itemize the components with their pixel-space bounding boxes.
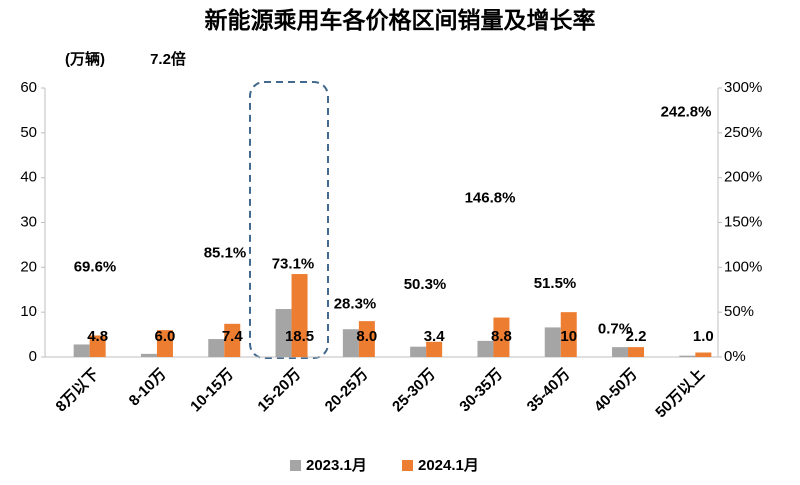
- bar: [544, 327, 561, 357]
- growth-label: 28.3%: [334, 296, 377, 313]
- x-tick-label: 30-35万: [456, 366, 506, 416]
- growth-label: 7.2倍: [150, 50, 186, 68]
- bar: [410, 346, 427, 357]
- x-tick-label: 8-10万: [126, 366, 170, 410]
- growth-label: 69.6%: [74, 259, 117, 276]
- value-label: 10: [560, 328, 577, 345]
- growth-label: 242.8%: [661, 103, 712, 120]
- x-tick-label: 10-15万: [187, 366, 237, 416]
- bar: [291, 274, 308, 357]
- x-tick-label: 20-25万: [322, 366, 372, 416]
- value-label: 2.2: [626, 328, 647, 345]
- x-tick-label: 40-50万: [591, 366, 641, 416]
- y-tick-label: 20: [20, 258, 37, 275]
- legend-label: 2024.1月: [418, 457, 479, 474]
- value-label: 18.5: [285, 328, 314, 345]
- y-tick-label: 40: [20, 169, 37, 186]
- bar: [612, 347, 629, 357]
- bar: [224, 323, 241, 357]
- x-tick-label: 25-30万: [389, 366, 439, 416]
- legend-swatch: [402, 460, 413, 471]
- value-label: 4.8: [87, 328, 108, 345]
- y-axis-label: (万辆): [65, 50, 105, 68]
- bar: [679, 355, 696, 357]
- value-label: 3.4: [424, 328, 446, 345]
- y-tick-label: 10: [20, 303, 37, 320]
- growth-label: 51.5%: [534, 275, 577, 292]
- legend-label: 2023.1月: [306, 457, 367, 474]
- bar: [89, 335, 106, 357]
- legend-swatch: [290, 460, 301, 471]
- y-tick-label: 0: [29, 348, 37, 365]
- y2-tick-label: 0%: [724, 348, 746, 365]
- growth-label: 73.1%: [272, 255, 315, 272]
- bar: [140, 353, 157, 357]
- chart-title: 新能源乘用车各价格区间销量及增长率: [205, 7, 596, 33]
- x-tick-label: 35-40万: [524, 366, 574, 416]
- y-tick-label: 50: [20, 124, 37, 141]
- value-label: 1.0: [693, 328, 714, 345]
- x-tick-label: 8万以下: [53, 366, 103, 416]
- value-label: 6.0: [155, 328, 176, 345]
- bar: [156, 330, 173, 357]
- highlight-box: [249, 81, 329, 359]
- y2-tick-label: 200%: [724, 169, 762, 186]
- bar: [358, 321, 375, 357]
- growth-label: 85.1%: [204, 245, 247, 262]
- growth-label: 146.8%: [465, 189, 516, 206]
- bar: [275, 309, 292, 357]
- y2-tick-label: 250%: [724, 124, 762, 141]
- bar: [477, 340, 494, 357]
- bar: [208, 339, 225, 357]
- y2-tick-label: 100%: [724, 258, 762, 275]
- bar: [695, 352, 712, 357]
- y2-tick-label: 150%: [724, 213, 762, 230]
- y2-tick-label: 300%: [724, 79, 762, 96]
- x-tick-label: 50万以上: [652, 366, 708, 422]
- bar: [628, 347, 645, 357]
- value-label: 8.8: [491, 328, 512, 345]
- x-tick-label: 15-20万: [254, 366, 304, 416]
- bar: [73, 344, 90, 357]
- y-tick-label: 30: [20, 213, 37, 230]
- bar: [560, 312, 577, 357]
- value-label: 7.4: [222, 328, 244, 345]
- y-tick-label: 60: [20, 79, 37, 96]
- bar: [493, 317, 510, 357]
- growth-label: 50.3%: [404, 276, 447, 293]
- value-label: 8.0: [356, 328, 377, 345]
- growth-label: 0.7%: [598, 320, 632, 337]
- bar: [426, 341, 443, 357]
- y2-tick-label: 50%: [724, 303, 754, 320]
- bar: [342, 329, 359, 357]
